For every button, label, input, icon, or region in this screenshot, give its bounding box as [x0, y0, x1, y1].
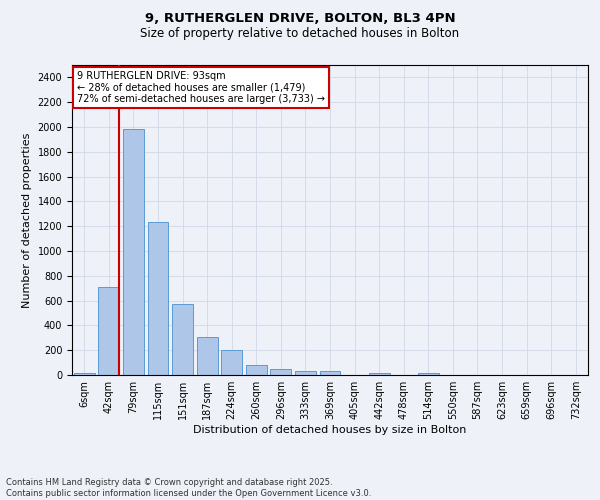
Bar [197, 337, 218, 375]
Bar [172, 304, 193, 375]
X-axis label: Distribution of detached houses by size in Bolton: Distribution of detached houses by size … [193, 425, 467, 435]
Bar [368, 372, 389, 375]
Bar [271, 370, 292, 375]
Bar [123, 130, 144, 375]
Bar [221, 350, 242, 375]
Bar [98, 287, 119, 375]
Y-axis label: Number of detached properties: Number of detached properties [22, 132, 32, 308]
Bar [418, 373, 439, 375]
Bar [246, 365, 267, 375]
Text: 9 RUTHERGLEN DRIVE: 93sqm
← 28% of detached houses are smaller (1,479)
72% of se: 9 RUTHERGLEN DRIVE: 93sqm ← 28% of detac… [77, 71, 325, 104]
Text: 9, RUTHERGLEN DRIVE, BOLTON, BL3 4PN: 9, RUTHERGLEN DRIVE, BOLTON, BL3 4PN [145, 12, 455, 26]
Bar [148, 222, 169, 375]
Bar [320, 372, 340, 375]
Text: Size of property relative to detached houses in Bolton: Size of property relative to detached ho… [140, 28, 460, 40]
Bar [295, 372, 316, 375]
Text: Contains HM Land Registry data © Crown copyright and database right 2025.
Contai: Contains HM Land Registry data © Crown c… [6, 478, 371, 498]
Bar [74, 372, 95, 375]
